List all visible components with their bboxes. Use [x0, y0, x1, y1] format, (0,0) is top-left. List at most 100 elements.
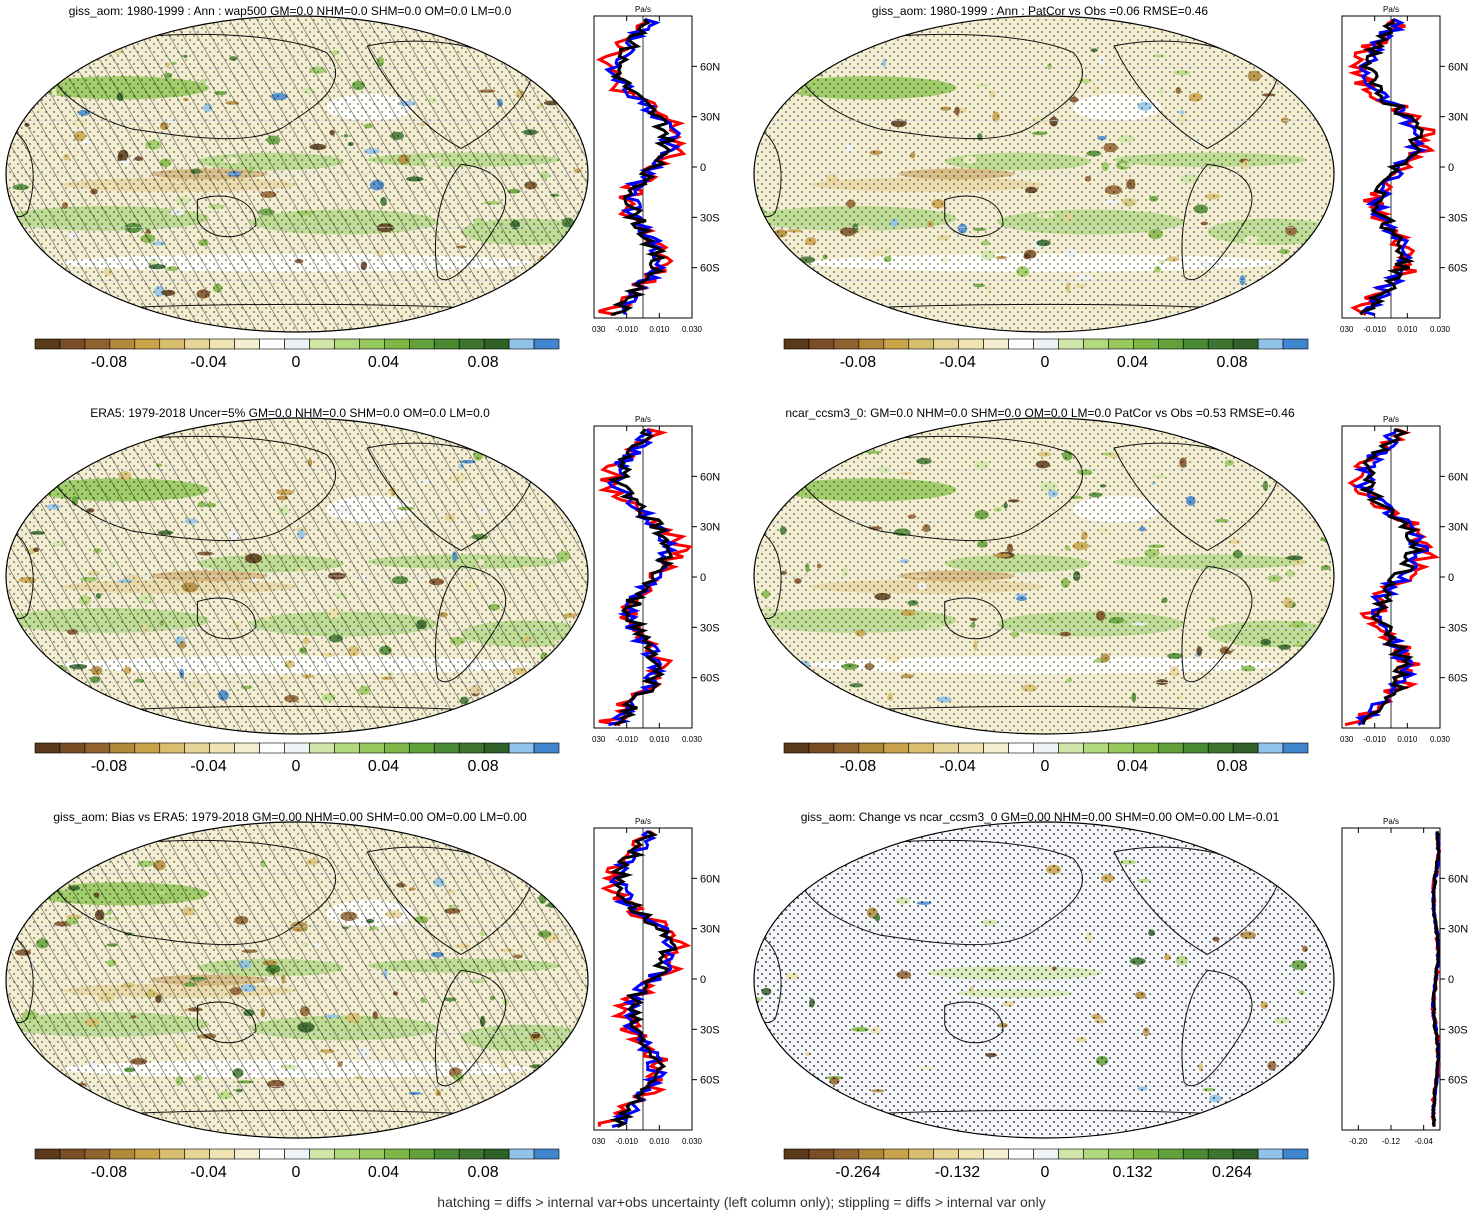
zonal-y-tick-label: 0	[1448, 572, 1454, 584]
zonal-x-tick-label: 0.030	[682, 1137, 703, 1146]
zonal-y-tick-label: 60S	[700, 673, 720, 685]
colorbar-tick-label: 0	[291, 758, 301, 775]
panel-title: giss_aom: Bias vs ERA5: 1979-2018 GM=0.0…	[53, 810, 527, 824]
colorbar	[783, 338, 1309, 350]
zonal-unit-label: Pa/s	[635, 817, 651, 826]
colorbar-swatch	[933, 338, 959, 350]
colorbar-swatch	[134, 338, 161, 350]
colorbar-swatch	[933, 742, 959, 754]
colorbar-swatch	[1058, 338, 1084, 350]
zonal-unit-label: Pa/s	[1383, 5, 1399, 14]
zonal-x-tick-label: 0.010	[649, 1137, 670, 1146]
zonal-x-tick-label: -0.010	[615, 325, 638, 334]
colorbar-tick-label: -0.08	[90, 354, 128, 371]
colorbar-swatch	[1182, 1148, 1209, 1160]
zonal-mean-plot: Pa/s -0.030 -0.010 0.010 0.030 60N 30N 0 30S 60S	[1340, 415, 1468, 744]
colorbar-swatch	[1133, 1148, 1159, 1160]
colorbar-tick-label: 0.08	[467, 1164, 499, 1181]
zonal-y-tick-label: 60N	[700, 873, 720, 885]
colorbar-swatch	[84, 338, 111, 350]
colorbar-swatch	[34, 338, 61, 350]
colorbar-swatch	[783, 338, 810, 350]
colorbar-swatch	[159, 338, 186, 350]
colorbar-tick-label: 0.04	[1116, 758, 1149, 775]
colorbar-swatch	[334, 742, 360, 754]
colorbar-swatch	[359, 1148, 385, 1160]
colorbar-tick-label: -0.04	[939, 354, 976, 371]
colorbar-swatch	[1108, 338, 1134, 350]
colorbar-swatch	[184, 338, 210, 350]
panel-title: giss_aom: 1980-1999 : Ann : PatCor vs Ob…	[871, 4, 1209, 18]
colorbar-swatch	[259, 742, 285, 754]
colorbar-swatch	[59, 742, 86, 754]
zonal-y-tick-label: 30S	[1448, 622, 1468, 634]
zonal-profile-line	[610, 18, 675, 317]
zonal-mean-plot: Pa/s -0.20 -0.12 -0.04 60N 30N 0 30S 60S	[1341, 817, 1468, 1146]
zonal-x-tick-label: -0.030	[592, 325, 606, 334]
colorbar-swatch	[533, 1148, 560, 1160]
zonal-y-tick-label: 0	[700, 162, 706, 174]
zonal-y-tick-label: 60S	[700, 1075, 720, 1087]
zonal-profile-line	[604, 17, 682, 315]
colorbar-swatch	[1257, 1148, 1284, 1160]
colorbar-swatch	[883, 338, 910, 350]
colorbar-swatch	[59, 1148, 86, 1160]
colorbar-swatch	[433, 742, 460, 754]
zonal-y-tick-label: 30S	[700, 622, 720, 634]
zonal-profile-line	[1359, 19, 1425, 316]
colorbar-tick-label: 0.08	[1216, 354, 1248, 371]
colorbar-swatch	[309, 338, 335, 350]
colorbar-swatch	[433, 338, 460, 350]
zonal-y-tick-label: 30N	[700, 522, 720, 534]
colorbar-swatch	[109, 1148, 136, 1160]
colorbar-swatch	[1182, 338, 1209, 350]
colorbar-tick-label: 0.04	[1116, 354, 1149, 371]
colorbar-swatch	[808, 1148, 835, 1160]
colorbar-swatch	[1282, 742, 1309, 754]
colorbar-swatch	[508, 338, 535, 350]
zonal-x-tick-label: 0.010	[649, 325, 670, 334]
zonal-y-tick-label: 30N	[1448, 924, 1468, 936]
colorbar-swatch	[533, 742, 560, 754]
zonal-x-tick-label: -0.010	[615, 1137, 638, 1146]
colorbar-swatch	[1257, 338, 1284, 350]
zonal-unit-label: Pa/s	[1383, 415, 1399, 424]
colorbar-swatch	[408, 742, 435, 754]
zonal-y-tick-label: 60N	[1448, 471, 1468, 483]
zonal-x-tick-label: -0.030	[1340, 325, 1354, 334]
zonal-x-tick-label: -0.010	[1363, 325, 1386, 334]
colorbar-swatch	[1008, 742, 1034, 754]
colorbar-tick-label: 0.08	[467, 758, 499, 775]
zonal-y-tick-label: 0	[700, 572, 706, 584]
colorbar-swatch	[783, 742, 810, 754]
colorbar-swatch	[1033, 1148, 1059, 1160]
colorbar-swatch	[209, 1148, 235, 1160]
colorbar-swatch	[483, 338, 510, 350]
colorbar-swatch	[1207, 1148, 1234, 1160]
zonal-profile-line	[1431, 830, 1441, 1128]
colorbar-swatch	[933, 1148, 959, 1160]
zonal-mean-plot: Pa/s -0.030 -0.010 0.010 0.030 60N 30N 0 30S 60S	[1340, 5, 1468, 334]
zonal-profile-line	[609, 830, 678, 1128]
zonal-y-tick-label: 30N	[700, 924, 720, 936]
colorbar-swatch	[1157, 338, 1184, 350]
colorbar-tick-label: -0.04	[190, 1164, 227, 1181]
colorbar-swatch	[334, 1148, 360, 1160]
zonal-x-tick-label: 0.030	[682, 325, 703, 334]
colorbar-tick-label: 0.04	[367, 758, 400, 775]
colorbar-tick-label: 0.08	[467, 354, 499, 371]
zonal-x-tick-label: 0.010	[649, 735, 670, 744]
colorbar-tick-label: -0.04	[190, 354, 227, 371]
colorbar-swatch	[134, 1148, 161, 1160]
colorbar-swatch	[334, 338, 360, 350]
colorbar-swatch	[1008, 1148, 1034, 1160]
colorbar-swatch	[1133, 742, 1159, 754]
colorbar-swatch	[808, 338, 835, 350]
colorbar-tick-label: -0.04	[190, 758, 227, 775]
global-map	[753, 15, 1335, 333]
colorbar-swatch	[309, 742, 335, 754]
colorbar-swatch	[833, 742, 860, 754]
colorbar-tick-label: -0.132	[934, 1164, 981, 1181]
colorbar-swatch	[284, 742, 310, 754]
colorbar-swatch	[1257, 742, 1284, 754]
